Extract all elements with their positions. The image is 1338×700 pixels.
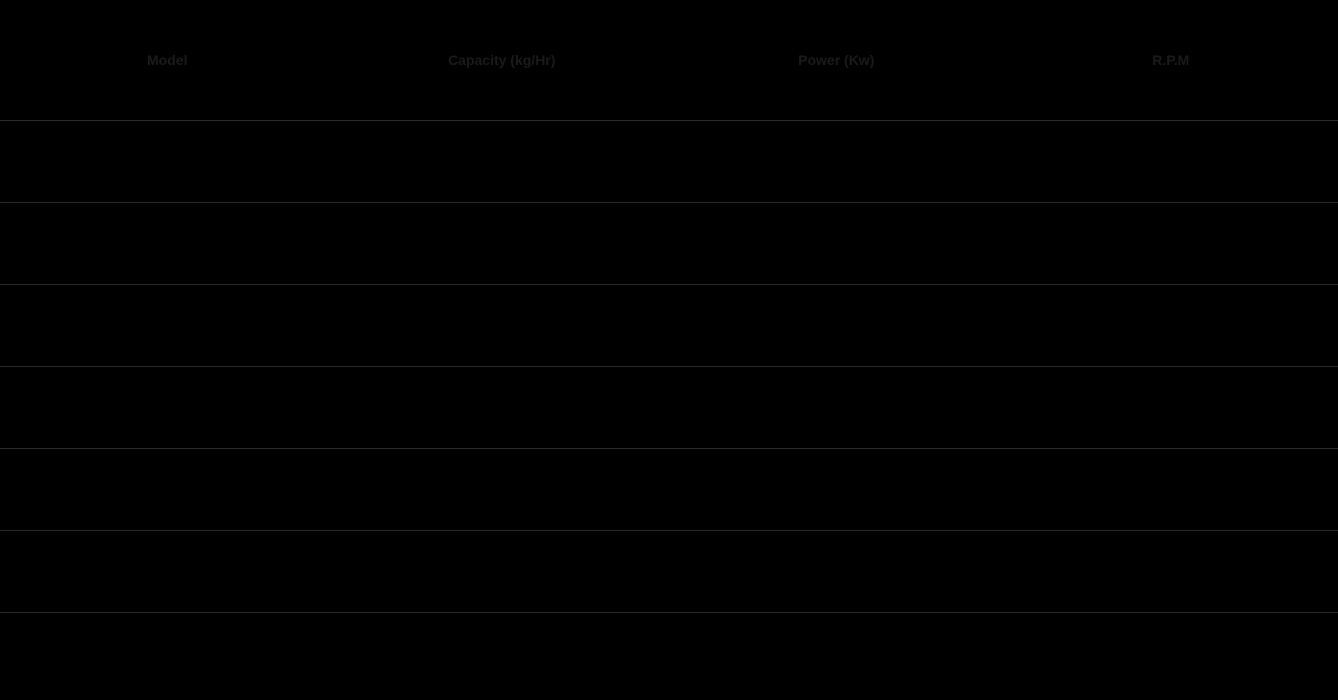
cell-model [0,120,335,202]
table-row [0,202,1338,284]
cell-rpm [1004,612,1338,694]
cell-power [669,366,1004,448]
table-row [0,366,1338,448]
cell-capacity [335,202,670,284]
cell-capacity [335,448,670,530]
table-row [0,612,1338,694]
cell-rpm [1004,120,1338,202]
cell-model [0,284,335,366]
cell-power [669,284,1004,366]
cell-model [0,202,335,284]
table-row [0,448,1338,530]
cell-power [669,448,1004,530]
col-header-capacity: Capacity (kg/Hr) [335,0,670,120]
cell-model [0,366,335,448]
cell-capacity [335,366,670,448]
cell-power [669,530,1004,612]
cell-power [669,120,1004,202]
cell-power [669,612,1004,694]
col-header-rpm: R.P.M [1004,0,1338,120]
cell-rpm [1004,202,1338,284]
specs-table: Model Capacity (kg/Hr) Power (Kw) R.P.M [0,0,1338,694]
table-row [0,284,1338,366]
cell-model [0,530,335,612]
cell-rpm [1004,366,1338,448]
cell-capacity [335,530,670,612]
cell-rpm [1004,448,1338,530]
cell-rpm [1004,530,1338,612]
table-row [0,530,1338,612]
cell-model [0,448,335,530]
specs-table-container: Model Capacity (kg/Hr) Power (Kw) R.P.M [0,0,1338,700]
cell-power [669,202,1004,284]
cell-model [0,612,335,694]
cell-capacity [335,284,670,366]
col-header-power: Power (Kw) [669,0,1004,120]
cell-capacity [335,612,670,694]
table-header-row: Model Capacity (kg/Hr) Power (Kw) R.P.M [0,0,1338,120]
cell-rpm [1004,284,1338,366]
cell-capacity [335,120,670,202]
col-header-model: Model [0,0,335,120]
table-row [0,120,1338,202]
